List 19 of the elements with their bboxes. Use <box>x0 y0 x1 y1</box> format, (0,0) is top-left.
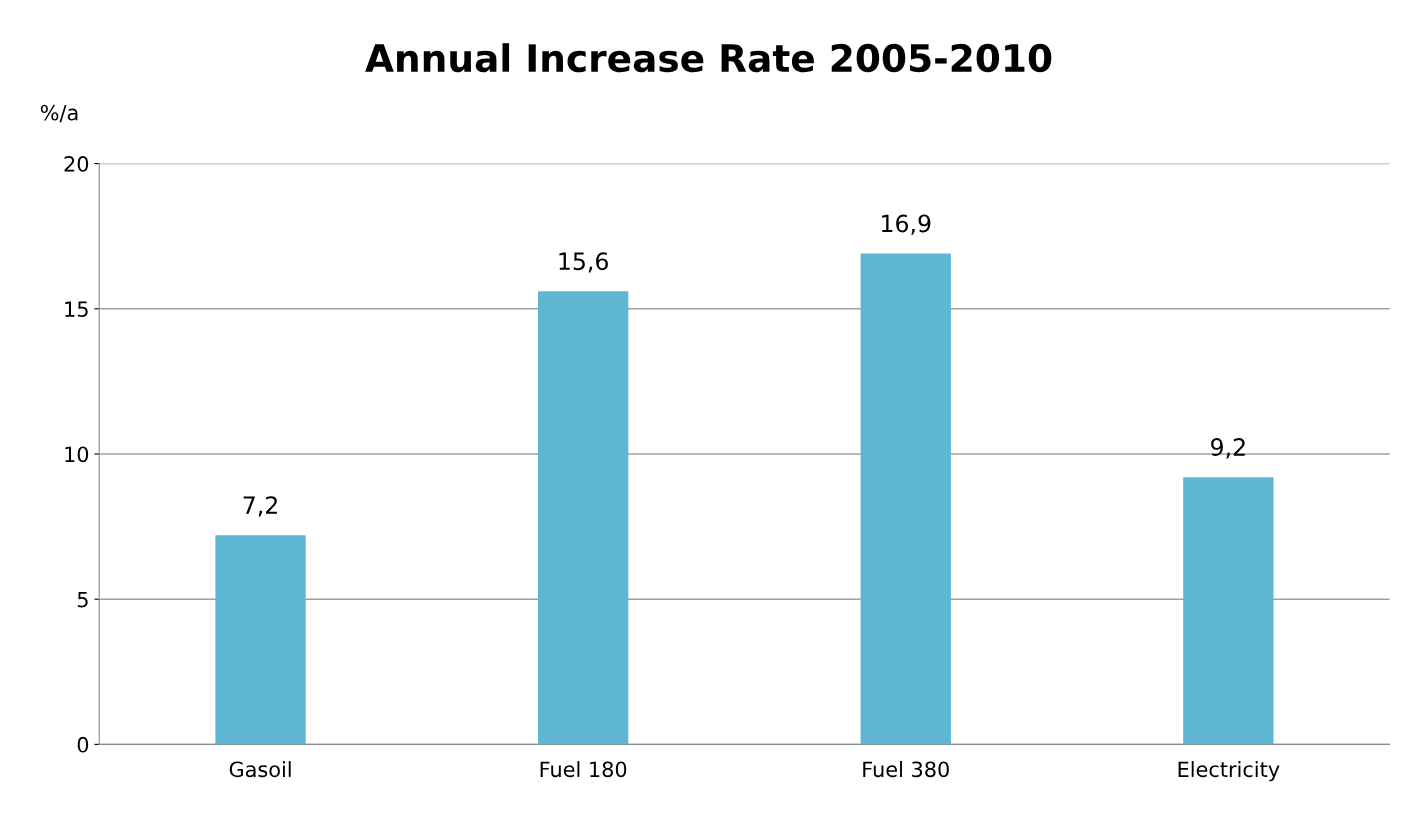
x-tick-label: Fuel 180 <box>540 761 627 778</box>
bar <box>537 291 629 745</box>
y-tick-label: 5 <box>77 591 88 608</box>
y-tick-label: 15 <box>65 301 88 318</box>
bar <box>1183 477 1274 745</box>
x-tick-label: Gasoil <box>229 761 291 778</box>
y-tick-label: 20 <box>64 156 89 172</box>
data-label: 15,6 <box>559 252 608 273</box>
data-label: 7,2 <box>243 496 277 517</box>
x-tick-label: Electricity <box>1178 761 1280 782</box>
y-axis-title: %/a <box>40 104 78 123</box>
bar <box>860 253 951 745</box>
y-tick-label: 0 <box>77 736 89 753</box>
x-tick-label: Fuel 380 <box>863 761 949 778</box>
data-label: 16,9 <box>882 214 931 235</box>
y-tick-label: 10 <box>65 446 89 463</box>
data-label: 9,2 <box>1211 438 1245 459</box>
chart-title: Annual Increase Rate 2005-2010 <box>365 43 1052 73</box>
bar <box>215 535 306 745</box>
